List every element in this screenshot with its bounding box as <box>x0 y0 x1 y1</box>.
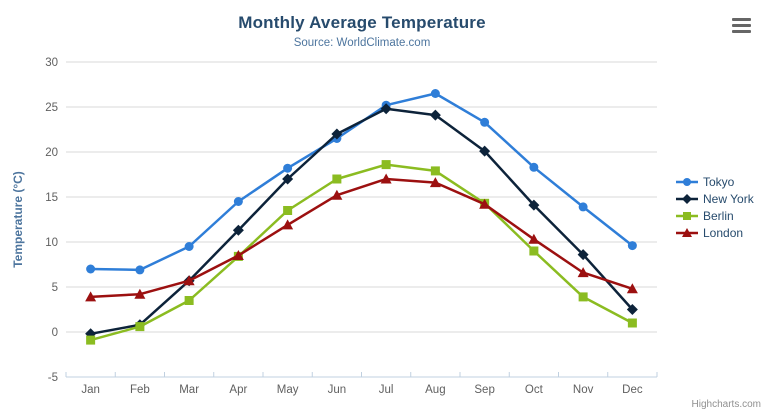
data-point-new-york <box>380 103 392 115</box>
data-point-berlin <box>86 335 96 345</box>
legend-item-label: New York <box>703 191 754 206</box>
data-point-berlin <box>627 318 637 328</box>
highcharts-credit-link[interactable]: Highcharts.com <box>691 399 761 410</box>
hamburger-bar <box>732 30 751 33</box>
y-axis-label: 5 <box>52 282 58 294</box>
data-point-berlin <box>381 160 391 170</box>
data-point-new-york <box>577 249 589 261</box>
x-axis-label: Jan <box>81 384 100 396</box>
y-axis-title: Temperature (°C) <box>11 171 25 268</box>
data-point-tokyo <box>529 162 539 172</box>
data-point-new-york <box>232 224 244 236</box>
data-point-tokyo <box>430 89 440 98</box>
series-line-new-york <box>89 107 634 336</box>
data-point-new-york-legend <box>682 193 692 204</box>
data-point-london <box>85 291 97 302</box>
x-axis-label: Apr <box>229 384 247 396</box>
y-axis-label: -5 <box>48 372 58 384</box>
data-point-london <box>429 177 441 188</box>
x-axis-label: Jul <box>379 384 394 396</box>
data-point-london <box>232 250 244 260</box>
legend-item-label: Tokyo <box>703 174 735 189</box>
legend-item-label: London <box>703 225 744 240</box>
x-axis-label: Aug <box>425 384 445 396</box>
data-point-london <box>626 283 638 294</box>
data-point-berlin <box>430 166 440 176</box>
x-axis-label: Oct <box>525 384 544 396</box>
data-point-london <box>331 189 343 200</box>
data-point-new-york <box>626 304 638 315</box>
legend-item-new-york[interactable]: New York <box>676 190 754 207</box>
x-axis-label: May <box>277 384 299 396</box>
y-axis-label: 10 <box>45 237 58 249</box>
data-point-berlin <box>529 246 539 256</box>
data-point-tokyo <box>480 117 490 127</box>
square-series-marker-icon <box>676 211 698 220</box>
x-axis-label: Jun <box>328 384 347 396</box>
y-axis-label: 25 <box>45 102 58 114</box>
data-point-new-york <box>528 199 540 211</box>
hamburger-menu-icon[interactable] <box>732 17 752 34</box>
x-axis-label: Dec <box>622 384 643 396</box>
chart-subtitle: Source: WorldClimate.com <box>293 37 431 49</box>
data-point-berlin <box>283 206 293 215</box>
x-axis-label: Mar <box>179 384 199 396</box>
data-point-tokyo <box>627 241 637 251</box>
data-point-tokyo <box>184 242 194 251</box>
x-axis-label: Sep <box>474 384 494 396</box>
data-point-new-york <box>479 145 491 157</box>
data-point-berlin <box>184 296 194 305</box>
data-point-berlin <box>332 174 342 184</box>
data-point-tokyo <box>233 197 243 206</box>
data-point-london-legend <box>682 227 692 237</box>
data-point-new-york <box>331 128 343 140</box>
series-line-london <box>89 177 634 299</box>
data-point-london <box>479 198 491 209</box>
legend-item-label: Berlin <box>703 208 734 223</box>
triangle-series-marker-icon <box>676 227 698 237</box>
data-point-london <box>134 288 146 299</box>
data-point-london <box>577 267 589 278</box>
x-axis-label: Feb <box>130 384 150 396</box>
y-axis-label: 15 <box>45 192 58 204</box>
data-point-tokyo <box>578 202 588 212</box>
x-axis-label: Nov <box>573 384 594 396</box>
data-point-new-york <box>429 109 441 121</box>
data-point-tokyo <box>86 264 96 274</box>
data-point-tokyo-legend <box>683 177 691 186</box>
legend-item-berlin[interactable]: Berlin <box>676 207 754 224</box>
series-line-tokyo <box>89 92 634 272</box>
chart-title: Monthly Average Temperature <box>238 13 486 32</box>
data-point-london <box>183 275 195 286</box>
y-axis-label: 20 <box>45 147 58 159</box>
y-axis-label: 30 <box>45 57 58 69</box>
legend-item-london[interactable]: London <box>676 224 754 241</box>
diamond-series-marker-icon <box>676 193 698 204</box>
data-point-berlin-legend <box>683 211 691 220</box>
y-axis-label: 0 <box>52 327 58 339</box>
chart-legend: Tokyo New York Berlin London <box>676 173 754 241</box>
data-point-tokyo <box>135 265 145 275</box>
data-point-london <box>528 233 540 244</box>
hamburger-bar <box>732 24 751 27</box>
data-point-berlin <box>578 292 588 302</box>
data-point-london <box>380 173 392 184</box>
data-point-london <box>282 219 294 230</box>
hamburger-bar <box>732 18 751 21</box>
series-line-berlin <box>89 163 634 342</box>
legend-item-tokyo[interactable]: Tokyo <box>676 173 754 190</box>
circle-series-marker-icon <box>676 177 698 186</box>
data-point-tokyo <box>283 163 293 173</box>
data-point-berlin <box>135 322 145 332</box>
data-point-new-york <box>282 173 294 185</box>
